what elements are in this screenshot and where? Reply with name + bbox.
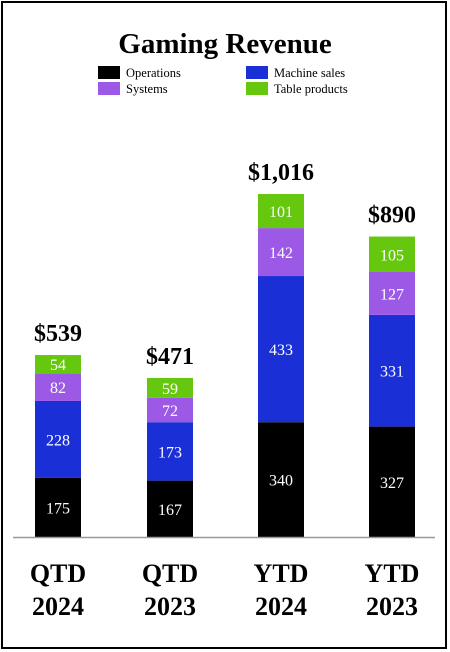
bar-segment-systems-1	[147, 397, 193, 423]
data-label-machine-sales-1: 173	[158, 444, 182, 461]
total-label-1: $471	[146, 344, 194, 370]
legend-label-operations: Operations	[126, 66, 181, 80]
legend-label-systems: Systems	[126, 82, 168, 96]
bar-segment-table-products-3	[369, 236, 415, 272]
category-label-line1-2: YTD	[254, 559, 309, 588]
legend-swatch-table-products	[246, 82, 268, 95]
bar-segment-systems-3	[369, 271, 415, 315]
bar-segment-operations-2	[258, 422, 304, 537]
bar-segment-machine-sales-3	[369, 314, 415, 427]
bar-segment-machine-sales-1	[147, 422, 193, 481]
bar-segment-operations-1	[147, 480, 193, 537]
data-label-operations-3: 327	[380, 475, 404, 492]
total-label-0: $539	[34, 321, 82, 347]
category-label-line1-0: QTD	[30, 559, 86, 588]
bar-segment-table-products-2	[258, 194, 304, 229]
bar-segment-operations-0	[35, 477, 81, 537]
data-label-systems-1: 72	[162, 403, 178, 420]
data-label-table-products-0: 54	[50, 357, 66, 374]
bar-segment-systems-0	[35, 373, 81, 401]
data-label-table-products-2: 101	[269, 204, 293, 221]
data-label-systems-0: 82	[50, 380, 66, 397]
category-label-line2-0: 2024	[32, 592, 84, 621]
data-label-table-products-1: 59	[162, 381, 178, 398]
legend-swatch-operations	[98, 66, 120, 79]
data-label-operations-2: 340	[269, 473, 293, 490]
category-label-line2-1: 2023	[144, 592, 196, 621]
bar-segment-systems-2	[258, 228, 304, 277]
legend-label-machine-sales: Machine sales	[274, 66, 345, 80]
data-label-machine-sales-2: 433	[269, 342, 293, 359]
data-label-operations-1: 167	[158, 502, 182, 519]
data-label-machine-sales-3: 331	[380, 364, 404, 381]
data-label-systems-2: 142	[269, 245, 293, 262]
bar-segment-machine-sales-0	[35, 400, 81, 478]
data-label-operations-0: 175	[46, 500, 70, 517]
category-label-line1-1: QTD	[142, 559, 198, 588]
bar-segment-machine-sales-2	[258, 276, 304, 423]
chart-title: Gaming Revenue	[118, 28, 332, 60]
total-label-3: $890	[368, 203, 416, 229]
category-label-line2-3: 2023	[366, 592, 418, 621]
data-label-systems-3: 127	[380, 286, 404, 303]
legend-swatch-machine-sales	[246, 66, 268, 79]
data-label-table-products-3: 105	[380, 247, 404, 264]
category-label-line2-2: 2024	[255, 592, 307, 621]
category-label-line1-3: YTD	[365, 559, 420, 588]
bar-segment-operations-3	[369, 426, 415, 537]
legend-label-table-products: Table products	[274, 82, 348, 96]
data-label-machine-sales-0: 228	[46, 432, 70, 449]
bar-segment-table-products-0	[35, 355, 81, 374]
bar-segment-table-products-1	[147, 377, 193, 398]
total-label-2: $1,016	[248, 160, 314, 186]
legend-swatch-systems	[98, 82, 120, 95]
